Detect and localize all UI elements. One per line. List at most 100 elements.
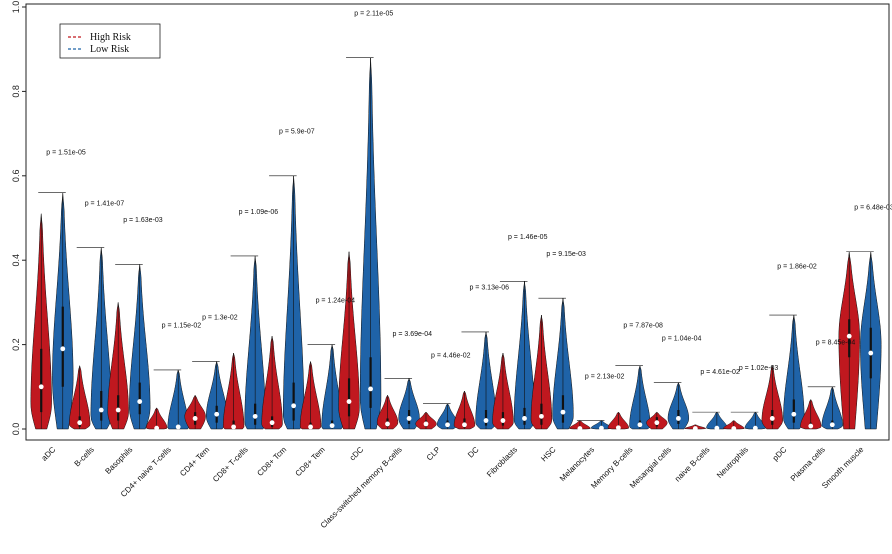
violin-median-dot (329, 423, 335, 429)
y-axis: 0.0 0.2 0.4 0.6 0.8 1.0 (11, 1, 26, 436)
violin-median-dot (385, 421, 390, 427)
p-value-label: p = 4.61e-02 (700, 369, 740, 376)
category-label: Mesangial cells (628, 445, 673, 490)
violin-median-dot (77, 420, 83, 426)
p-value-label: p = 1.46e-05 (508, 234, 548, 241)
violin-median-dot (692, 426, 698, 431)
p-value-label: p = 2.11e-05 (354, 10, 393, 17)
p-value-label: p = 3.69e-04 (393, 331, 433, 338)
violin-median-dot (445, 422, 450, 428)
p-value-label: p = 3.13e-06 (469, 285, 509, 292)
category-label: CD8+ Tem (294, 445, 327, 478)
category-label: cDC (348, 445, 366, 463)
violin-median-dot (829, 422, 835, 428)
violin-median-dot (615, 425, 621, 431)
violin-median-dot (291, 403, 297, 409)
violin-median-dot (462, 422, 467, 428)
y-tick-label: 0.8 (11, 85, 21, 98)
p-value-label: p = 1.3e-02 (202, 314, 238, 321)
violin-median-dot (423, 421, 429, 427)
p-value-label: p = 8.45e-04 (816, 340, 856, 347)
category-label: Basophils (103, 445, 134, 476)
violin-median-dot (846, 333, 852, 339)
p-value-label: p = 4.46e-02 (431, 352, 471, 359)
p-value-label: p = 7.87e-08 (623, 323, 663, 330)
violin-median-dot (483, 418, 489, 423)
violin-median-dot (654, 420, 660, 426)
legend-low-risk-label: Low Risk (90, 44, 129, 55)
y-tick-label: 0.0 (11, 423, 21, 436)
category-label: CD8+ T-cells (211, 445, 250, 484)
violin-median-dot (175, 424, 181, 430)
violin-median-dot (137, 399, 143, 404)
violin-median-dot (346, 399, 352, 404)
violin-median-dot (808, 423, 814, 429)
violin-median-dot (38, 384, 44, 390)
violin-median-dot (231, 424, 237, 430)
violin-median-dot (675, 416, 681, 421)
violin-median-dot (500, 418, 506, 423)
category-label: CD4+ Tem (178, 445, 211, 478)
violin-median-dot (154, 425, 160, 431)
violin-median-dot (60, 346, 66, 352)
category-label: Neutrophils (715, 445, 750, 480)
violin-median-dot (522, 416, 527, 421)
violin-median-dot (214, 411, 220, 417)
legend: High Risk Low Risk (59, 23, 161, 59)
p-value-label: p = 1.02e-03 (739, 365, 779, 372)
y-tick-label: 0.4 (11, 254, 21, 267)
y-tick-label: 0.6 (11, 170, 21, 183)
p-value-label: p = 1.15e-02 (162, 323, 202, 330)
category-label: CLP (425, 445, 442, 462)
category-label: naive B-cells (673, 445, 711, 483)
violins (30, 57, 882, 431)
category-label: B-cells (73, 445, 96, 468)
category-label: aDC (40, 445, 58, 463)
violin-median-dot (98, 407, 104, 413)
violin-median-dot (192, 416, 198, 421)
y-tick-label: 1.0 (11, 1, 21, 14)
violin-median-dot (560, 409, 566, 415)
category-label: CD8+ Tcm (255, 445, 288, 478)
category-label: Class-switched memory B-cells (319, 445, 404, 530)
violin-median-dot (752, 425, 758, 431)
category-label: Melanocytes (558, 445, 596, 483)
violin-median-dot (368, 386, 373, 392)
category-label: Smooth muscle (820, 445, 866, 491)
violin-median-dot (577, 426, 583, 431)
p-value-label: p = 1.41e-07 (85, 200, 125, 207)
p-value-label: p = 1.86e-02 (777, 264, 817, 271)
legend-high-risk-label: High Risk (90, 32, 131, 43)
violin-median-dot (868, 350, 874, 356)
p-value-label: p = 6.48e-03 (854, 205, 892, 212)
category-label: Fibroblasts (485, 445, 519, 479)
violin-median-dot (308, 424, 313, 430)
violin-median-dot (539, 413, 544, 419)
violin-median-dot (769, 416, 775, 421)
category-label: HSC (539, 445, 557, 463)
violin-median-dot (637, 422, 643, 428)
plot-frame (25, 3, 890, 441)
violin-median-dot (731, 426, 737, 431)
p-value-label: p = 1.09e-06 (239, 209, 279, 216)
p-values: p = 1.51e-05 p = 1.41e-07 p = 1.63e-03 p = … (46, 10, 892, 380)
p-value-label: p = 1.51e-05 (46, 150, 86, 157)
legend-box (59, 23, 161, 59)
category-label: Plasma cells (789, 445, 827, 483)
violin-median-dot (406, 416, 412, 421)
y-tick-label: 0.2 (11, 338, 21, 351)
violin-median-dot (791, 411, 797, 417)
violin-median-dot (714, 425, 720, 431)
violin-median-dot (252, 413, 258, 419)
category-label: pDC (771, 445, 789, 463)
p-value-label: p = 5.9e-07 (279, 129, 315, 136)
violin-median-dot (269, 420, 275, 426)
p-value-label: p = 1.63e-03 (123, 217, 163, 224)
p-value-label: p = 1.04e-04 (662, 335, 702, 342)
p-value-label: p = 1.24e-04 (316, 297, 356, 304)
p-value-label: p = 2.13e-02 (585, 373, 625, 380)
violin-median-dot (115, 407, 121, 413)
category-label: DC (466, 445, 481, 460)
